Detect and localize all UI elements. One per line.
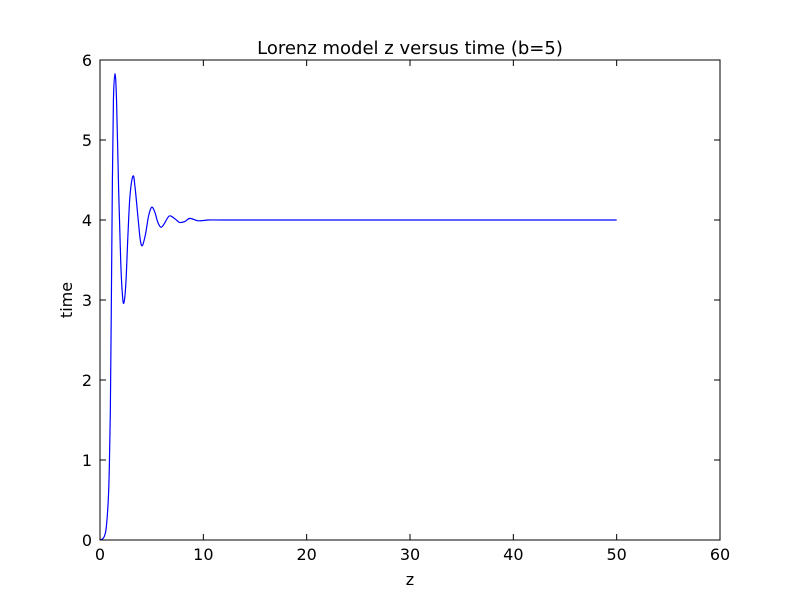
chart-title: Lorenz model z versus time (b=5): [257, 38, 563, 59]
x-tick-label: 40: [503, 545, 523, 564]
y-tick-label: 4: [82, 211, 92, 230]
x-tick-label: 20: [296, 545, 316, 564]
y-tick-label: 3: [82, 291, 92, 310]
y-tick-label: 1: [82, 451, 92, 470]
x-tick-label: 0: [95, 545, 105, 564]
plot-area: [100, 60, 720, 540]
x-tick-label: 60: [710, 545, 730, 564]
y-tick-label: 6: [82, 51, 92, 70]
series-line: [99, 72, 617, 541]
y-tick-label: 5: [82, 131, 92, 150]
plot-frame: [99, 59, 721, 541]
x-tick-label: 10: [193, 545, 213, 564]
y-axis-label: time: [57, 282, 76, 318]
x-tick-label: 30: [400, 545, 420, 564]
x-axis-label: z: [406, 570, 414, 589]
y-tick-label: 2: [82, 371, 92, 390]
x-tick-label: 50: [606, 545, 626, 564]
y-tick-label: 0: [82, 531, 92, 550]
